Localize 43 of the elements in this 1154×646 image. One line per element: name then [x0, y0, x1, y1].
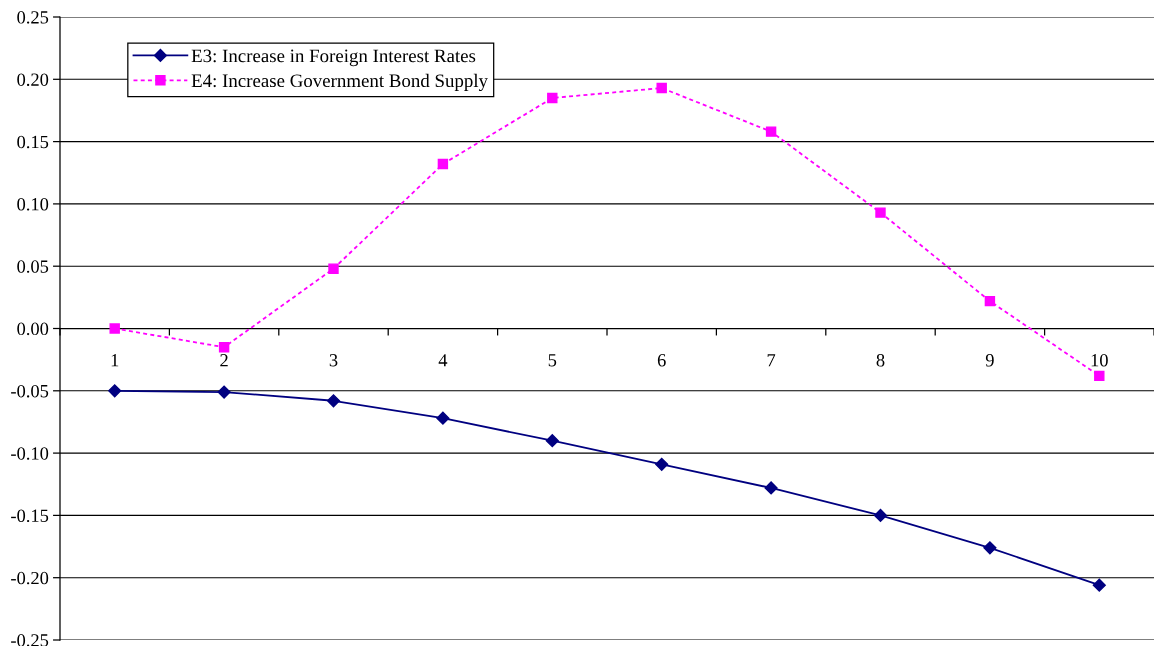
- point: [437, 158, 449, 170]
- point: [1094, 370, 1105, 382]
- y-tick-label: 0.20: [17, 73, 49, 86]
- x-tick-label: 2: [220, 354, 228, 367]
- x-tick-label: 10: [1091, 354, 1108, 367]
- point: [873, 508, 888, 522]
- x-tick-label: 5: [548, 354, 557, 367]
- point: [436, 411, 450, 425]
- legend-label: E4: Increase Government Bond Supply: [191, 73, 488, 91]
- y-tick-label: -0.05: [11, 384, 49, 398]
- y-tick-label: -0.20: [11, 571, 49, 585]
- point: [217, 385, 231, 399]
- point: [1092, 578, 1106, 592]
- point: [108, 384, 122, 398]
- x-tick-label: 8: [876, 354, 885, 367]
- point: [875, 207, 886, 218]
- x-tick-label: 1: [111, 354, 119, 367]
- y-tick-label: 0.05: [17, 260, 49, 273]
- y-tick-label: -0.10: [11, 447, 49, 460]
- x-tick-label: 6: [657, 354, 666, 367]
- point: [109, 323, 120, 334]
- y-tick-label: -0.25: [11, 634, 49, 646]
- y-tick-label: -0.15: [11, 509, 49, 523]
- y-tick-label: 0.25: [17, 11, 49, 24]
- y-tick-label: 0.15: [17, 135, 49, 149]
- x-tick-label: 9: [985, 354, 994, 367]
- point: [328, 263, 339, 274]
- point: [218, 341, 230, 353]
- legend-label: E3: Increase in Foreign Interest Rates: [191, 49, 476, 67]
- point: [983, 541, 997, 555]
- x-tick-label: 7: [767, 354, 776, 367]
- point: [655, 457, 669, 471]
- point: [765, 126, 777, 137]
- x-tick-label: 4: [438, 354, 448, 367]
- point: [547, 92, 558, 104]
- point: [984, 295, 996, 307]
- point: [764, 481, 778, 495]
- point: [326, 394, 341, 408]
- y-tick-label: 0.10: [17, 198, 49, 211]
- x-tick-label: 3: [329, 354, 338, 367]
- point: [656, 82, 667, 94]
- point: [545, 434, 559, 448]
- y-tick-label: 0.00: [17, 322, 49, 336]
